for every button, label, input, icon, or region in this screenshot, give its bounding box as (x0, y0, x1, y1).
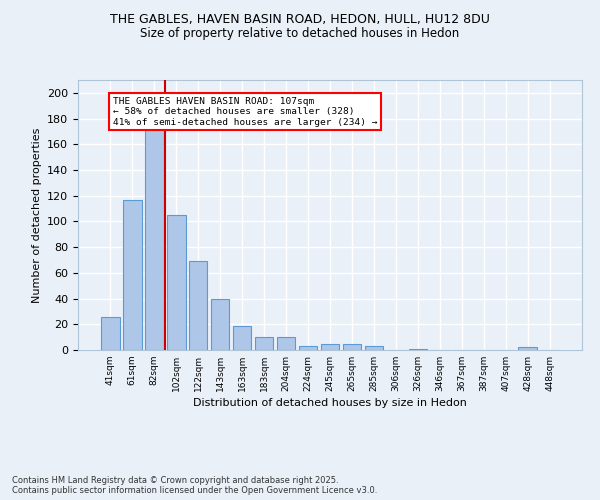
Bar (299, 346, 317, 350)
Text: THE GABLES HAVEN BASIN ROAD: 107sqm
← 58% of detached houses are smaller (328)
4: THE GABLES HAVEN BASIN ROAD: 107sqm ← 58… (113, 96, 377, 126)
Text: Contains HM Land Registry data © Crown copyright and database right 2025.
Contai: Contains HM Land Registry data © Crown c… (12, 476, 377, 495)
Bar (518, 348, 537, 350)
Bar (233, 326, 251, 350)
Bar (123, 200, 142, 350)
Bar (320, 344, 340, 350)
X-axis label: Distribution of detached houses by size in Hedon: Distribution of detached houses by size … (193, 398, 467, 408)
Bar (145, 112, 164, 350)
Bar (101, 316, 119, 350)
Bar (409, 348, 427, 350)
Y-axis label: Number of detached properties: Number of detached properties (32, 128, 41, 302)
Bar (277, 337, 295, 350)
Bar (365, 346, 383, 350)
Bar (255, 337, 274, 350)
Bar (189, 262, 208, 350)
Bar (211, 298, 229, 350)
Bar (167, 215, 185, 350)
Text: THE GABLES, HAVEN BASIN ROAD, HEDON, HULL, HU12 8DU: THE GABLES, HAVEN BASIN ROAD, HEDON, HUL… (110, 12, 490, 26)
Bar (343, 344, 361, 350)
Text: Size of property relative to detached houses in Hedon: Size of property relative to detached ho… (140, 28, 460, 40)
